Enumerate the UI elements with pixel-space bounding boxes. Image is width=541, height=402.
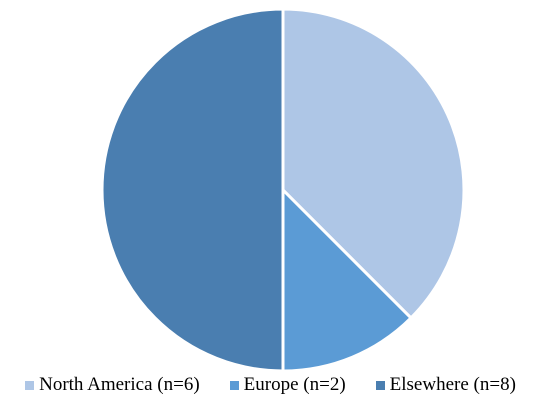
- legend-item-elsewhere: Elsewhere (n=8): [375, 374, 516, 396]
- slice-europe: [281, 186, 414, 372]
- slice-elsewhere: [100, 7, 285, 372]
- legend-label-elsewhere: Elsewhere (n=8): [389, 374, 516, 395]
- legend-label-europe: Europe (n=2): [243, 374, 346, 395]
- legend-swatch-europe: [229, 380, 239, 390]
- slice-north-america: [281, 7, 466, 321]
- legend-swatch-elsewhere: [375, 380, 385, 390]
- legend-swatch-north-america: [25, 380, 35, 390]
- legend: North America (n=6) Europe (n=2) Elsewhe…: [0, 372, 541, 398]
- legend-item-north-america: North America (n=6): [25, 374, 200, 396]
- legend-label-north-america: North America (n=6): [39, 374, 200, 395]
- pie-chart: [100, 7, 466, 372]
- legend-item-europe: Europe (n=2): [229, 374, 346, 396]
